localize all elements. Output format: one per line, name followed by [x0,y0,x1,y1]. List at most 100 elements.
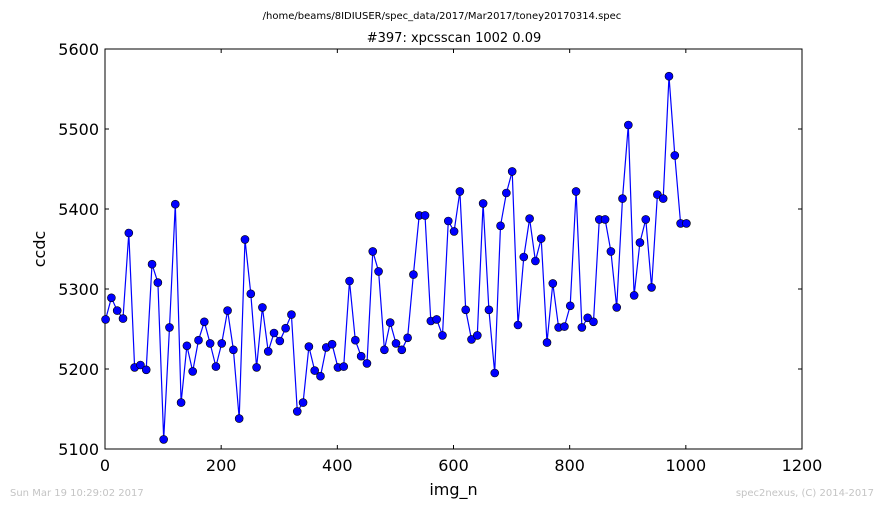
data-point [484,305,494,315]
x-axis-label: img_n [429,480,477,500]
x-tick-label: 400 [322,456,353,475]
data-point [275,336,285,346]
data-point [200,317,209,327]
data-point [345,276,354,286]
y-tick-label: 5100 [58,440,99,459]
data-point [374,267,383,276]
data-point [194,335,203,345]
data-point [281,323,290,333]
data-point [176,398,186,407]
data-point [170,199,180,209]
data-point [438,331,447,340]
data-point [525,214,534,223]
data-point [589,317,598,327]
data-point [478,199,488,208]
x-tick-label: 1000 [665,456,706,475]
data-point [223,306,232,315]
data-point [635,238,645,247]
data-point [513,320,523,330]
data-point [670,151,680,160]
data-point [362,359,372,368]
data-point [159,435,168,444]
data-point [629,291,639,300]
data-point [217,339,227,348]
data-point [263,347,273,356]
data-point [571,187,581,196]
data-point [124,228,134,238]
y-axis-label: ccdc [30,231,49,268]
data-point [287,310,296,319]
footer-credit: spec2nexus, (C) 2014-2017 [735,488,874,499]
data-point [380,345,389,355]
data-point [351,335,360,345]
data-point [339,362,349,371]
data-point [188,367,198,376]
data-point [473,331,482,340]
data-point [385,318,395,327]
data-point [455,187,465,196]
data-point [409,270,418,279]
data-point [327,339,337,349]
data-point [548,279,558,288]
data-point [112,306,122,315]
data-point [565,301,575,311]
data-point [356,351,366,361]
data-point [316,371,325,381]
data-point [502,188,511,198]
data-point [252,363,261,372]
data-point [641,215,651,224]
data-point [391,339,401,348]
chart-title: #397: xpcsscan 1002 0.09 [367,31,542,46]
series-layer [101,71,691,444]
data-point [101,315,110,324]
data-point [449,227,459,236]
y-tick-label: 5400 [58,200,99,219]
data-point [292,407,302,416]
data-point [560,322,569,331]
data-point [298,398,308,407]
data-point [507,167,517,176]
data-point [432,315,441,324]
axis-ticks: 0 200 400 600 800 1000 1200 5100 5200 5300 5400 550… [58,40,822,475]
data-point [304,342,314,351]
data-point [397,345,407,355]
data-point [141,365,151,375]
data-point [403,333,412,343]
data-point [153,278,163,287]
data-point [118,314,128,323]
x-tick-label: 800 [554,456,585,475]
data-point [600,215,610,224]
x-tick-label: 600 [438,456,469,475]
x-tick-label: 0 [100,456,110,475]
data-point [246,289,256,299]
data-point [147,259,157,269]
data-point [682,219,691,228]
data-point [467,335,476,344]
data-point [664,71,674,81]
data-point [136,360,145,370]
x-tick-label: 200 [206,456,237,475]
data-point [443,216,453,226]
data-point [368,247,378,256]
data-point [240,235,250,244]
data-point [618,194,627,203]
data-point [234,414,244,423]
data-point [606,247,616,256]
data-point [653,190,662,199]
y-tick-label: 5200 [58,360,99,379]
data-point [211,362,221,371]
data-point [612,303,622,312]
x-tick-label: 1200 [782,456,823,475]
data-point [496,221,505,231]
plot-area [104,48,803,450]
data-point [658,194,668,203]
data-point [420,211,430,220]
data-point [583,313,592,323]
y-tick-label: 5300 [58,280,99,299]
footer-timestamp: Sun Mar 19 10:29:02 2017 [10,488,144,499]
chart-suptitle: /home/beams/8IDIUSER/spec_data/2017/Mar2… [263,11,622,22]
data-point [310,366,319,375]
data-point [536,234,546,243]
data-point [461,305,470,315]
